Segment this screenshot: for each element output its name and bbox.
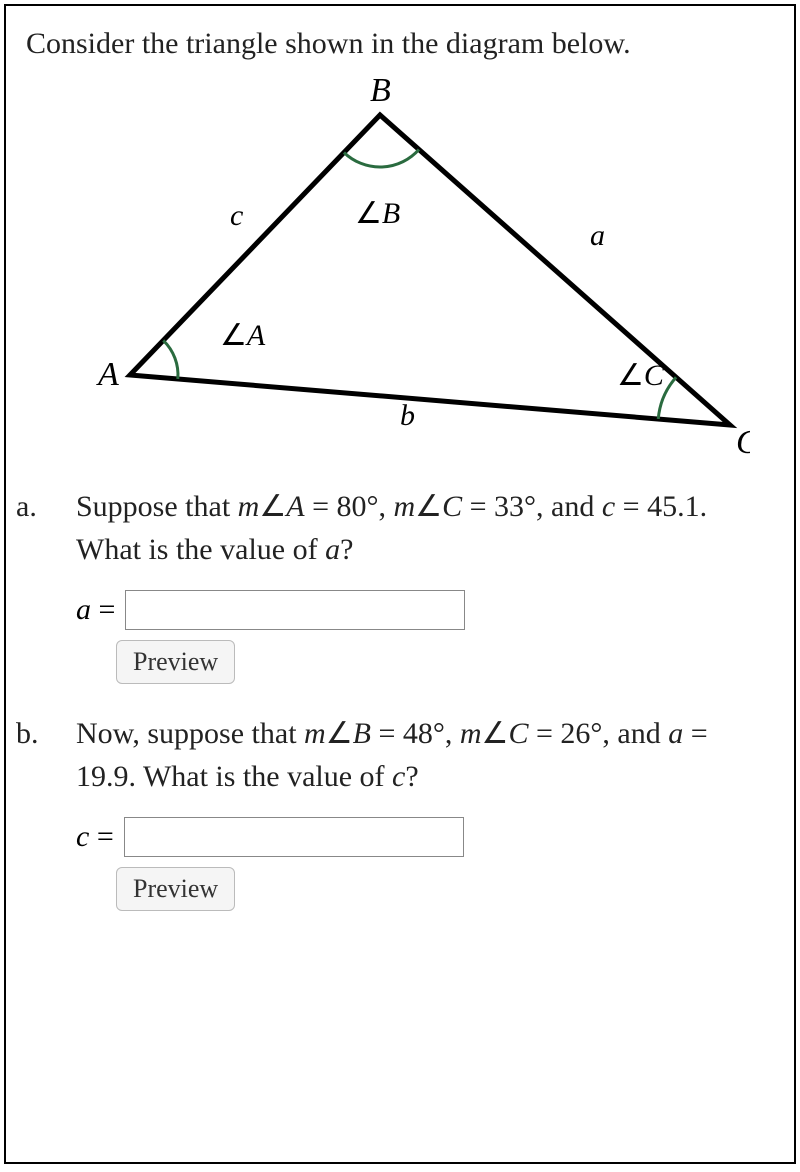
question-prompt: Consider the triangle shown in the diagr…	[26, 24, 774, 65]
question-container: Consider the triangle shown in the diagr…	[4, 4, 796, 1164]
part-b-answer-row: c =	[26, 817, 774, 857]
svg-text:c: c	[230, 199, 243, 232]
svg-text:∠B: ∠B	[355, 197, 400, 230]
svg-text:∠A: ∠A	[220, 319, 266, 352]
svg-text:b: b	[400, 399, 415, 432]
part-b-answer-input[interactable]	[124, 817, 464, 857]
part-a-preview-button[interactable]: Preview	[116, 640, 235, 684]
question-parts: a.Suppose that m∠A = 80°, m∠C = 33°, and…	[26, 485, 774, 911]
svg-text:∠C: ∠C	[617, 359, 665, 392]
part-b-preview-button[interactable]: Preview	[116, 867, 235, 911]
svg-text:B: B	[370, 75, 391, 109]
svg-text:a: a	[590, 219, 605, 252]
part-b-answer-label: c =	[76, 820, 114, 854]
svg-text:A: A	[96, 356, 119, 393]
part-b: b.Now, suppose that m∠B = 48°, m∠C = 26°…	[26, 712, 774, 911]
part-a-answer-row: a =	[26, 590, 774, 630]
part-b-text: b.Now, suppose that m∠B = 48°, m∠C = 26°…	[26, 712, 774, 799]
triangle-diagram: A B Cc a b ∠A ∠B ∠C	[26, 75, 774, 455]
svg-text:C: C	[736, 424, 750, 455]
part-a-answer-input[interactable]	[125, 590, 465, 630]
part-a-answer-label: a =	[76, 593, 115, 627]
part-a-text: a.Suppose that m∠A = 80°, m∠C = 33°, and…	[26, 485, 774, 572]
part-a: a.Suppose that m∠A = 80°, m∠C = 33°, and…	[26, 485, 774, 684]
